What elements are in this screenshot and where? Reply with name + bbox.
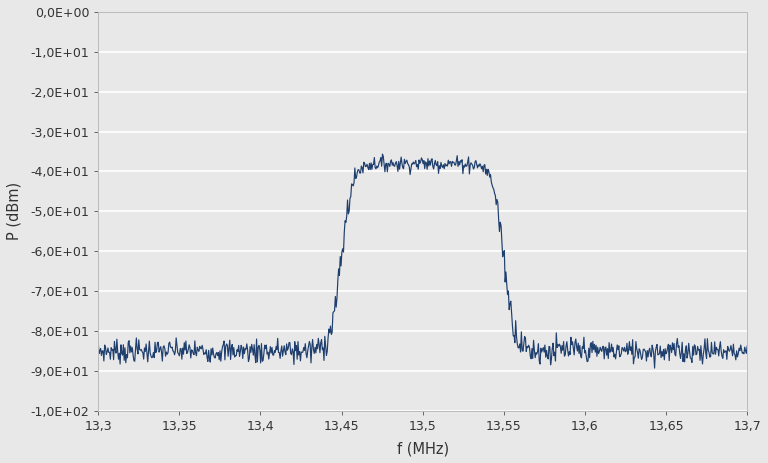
Y-axis label: P (dBm): P (dBm)	[7, 182, 22, 240]
X-axis label: f (MHz): f (MHz)	[396, 441, 449, 456]
